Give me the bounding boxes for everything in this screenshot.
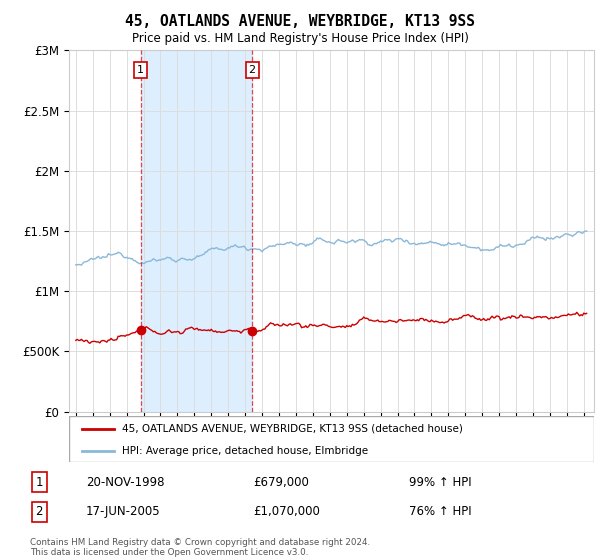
Text: 1: 1 (137, 65, 144, 75)
Text: 20-NOV-1998: 20-NOV-1998 (86, 475, 164, 489)
Text: 1: 1 (35, 475, 43, 489)
Text: 45, OATLANDS AVENUE, WEYBRIDGE, KT13 9SS: 45, OATLANDS AVENUE, WEYBRIDGE, KT13 9SS (125, 14, 475, 29)
Text: 45, OATLANDS AVENUE, WEYBRIDGE, KT13 9SS (detached house): 45, OATLANDS AVENUE, WEYBRIDGE, KT13 9SS… (121, 424, 463, 434)
Text: HPI: Average price, detached house, Elmbridge: HPI: Average price, detached house, Elmb… (121, 446, 368, 455)
Text: 2: 2 (248, 65, 256, 75)
Text: Contains HM Land Registry data © Crown copyright and database right 2024.
This d: Contains HM Land Registry data © Crown c… (30, 538, 370, 557)
Bar (140, 50, 252, 412)
Text: £1,070,000: £1,070,000 (253, 505, 320, 518)
Text: 76% ↑ HPI: 76% ↑ HPI (409, 505, 472, 518)
Text: £679,000: £679,000 (253, 475, 309, 489)
Text: Price paid vs. HM Land Registry's House Price Index (HPI): Price paid vs. HM Land Registry's House … (131, 32, 469, 45)
Text: 99% ↑ HPI: 99% ↑ HPI (409, 475, 472, 489)
Text: 2: 2 (35, 505, 43, 518)
Text: 17-JUN-2005: 17-JUN-2005 (86, 505, 160, 518)
